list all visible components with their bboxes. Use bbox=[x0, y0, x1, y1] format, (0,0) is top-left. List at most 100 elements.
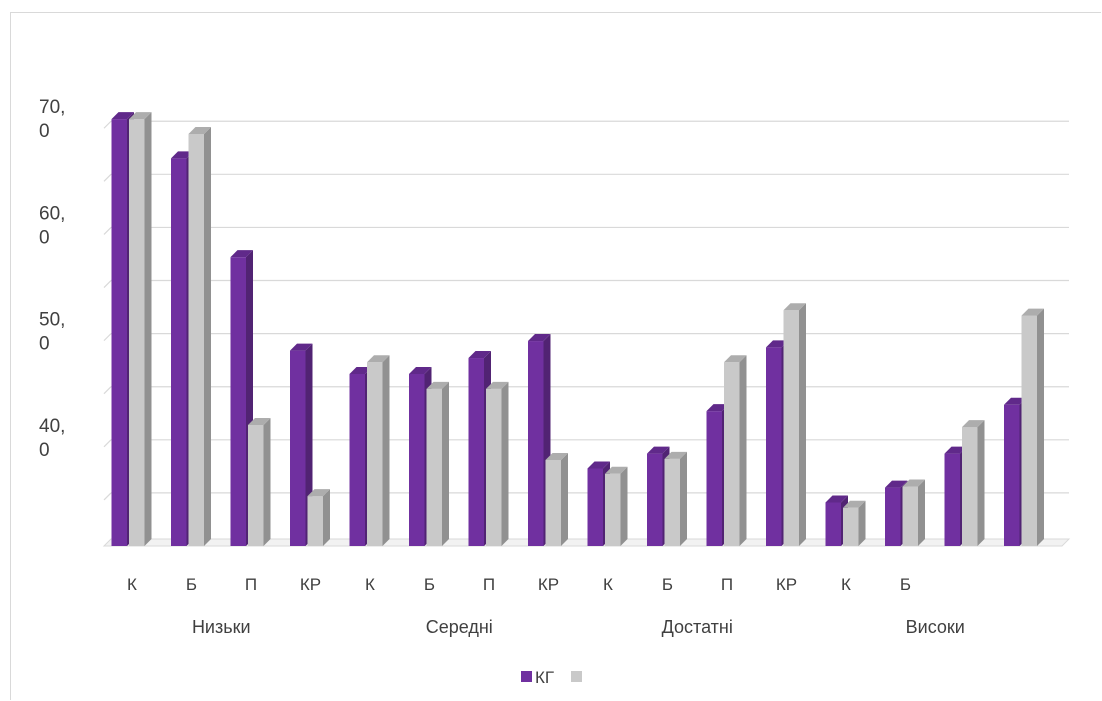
y-tick-label: 60, 0 bbox=[39, 203, 65, 248]
gridline-diag bbox=[103, 333, 112, 342]
bar-series2-side bbox=[561, 452, 568, 546]
y-tick-label: 70, 0 bbox=[39, 97, 65, 142]
bar-series2-side bbox=[858, 500, 866, 546]
bar-series2 bbox=[1021, 315, 1037, 546]
bar-series1-top bbox=[944, 446, 967, 454]
x-tick-label: П bbox=[483, 575, 495, 594]
bar-series2-top bbox=[129, 112, 152, 120]
bar-series2-top bbox=[248, 417, 271, 425]
legend-swatch bbox=[521, 671, 532, 682]
bar-series1 bbox=[528, 341, 544, 546]
x-tick-label: КР bbox=[776, 575, 797, 594]
gridline-diag bbox=[103, 439, 112, 448]
bar-series1 bbox=[468, 358, 484, 546]
x-group-label: Середні bbox=[426, 617, 493, 637]
x-tick-label: КР bbox=[300, 575, 321, 594]
legend-label: КГ bbox=[535, 668, 554, 687]
legend-swatch bbox=[571, 671, 582, 682]
bar-series2 bbox=[902, 486, 918, 546]
x-tick-label: Б bbox=[424, 575, 435, 594]
bar-series2-side bbox=[323, 489, 330, 546]
bar-series1-top bbox=[111, 112, 134, 120]
x-group-label: Високи bbox=[906, 617, 965, 637]
bar-series2-top bbox=[367, 355, 390, 363]
bar-series1 bbox=[171, 158, 187, 546]
bar-series2 bbox=[367, 362, 383, 546]
bar-series1-top bbox=[885, 480, 908, 488]
x-tick-label: КР bbox=[538, 575, 559, 594]
bar-series1 bbox=[409, 373, 425, 546]
y-tick-label: 40, 0 bbox=[39, 416, 65, 461]
gridline-diag bbox=[103, 280, 112, 288]
chart-frame bbox=[10, 12, 1101, 700]
bar-series1-top bbox=[587, 461, 610, 469]
bar-series1 bbox=[944, 453, 960, 546]
x-tick-label: К bbox=[365, 575, 375, 594]
bar-series2-top bbox=[902, 479, 925, 487]
bar-series1-top bbox=[825, 495, 848, 503]
x-group-label: Достатні bbox=[662, 617, 733, 637]
bar-series2-side bbox=[739, 355, 747, 546]
bar-series2-side bbox=[442, 381, 449, 546]
bar-series1 bbox=[766, 347, 782, 546]
bar-series2-side bbox=[501, 381, 509, 546]
y-tick-label: 50, 0 bbox=[39, 310, 65, 355]
gridline-diag bbox=[103, 227, 112, 235]
bar-series1-top bbox=[290, 343, 313, 351]
bar-series2-top bbox=[1021, 308, 1044, 316]
bar-series2-side bbox=[263, 417, 271, 546]
bar-series2 bbox=[248, 424, 264, 546]
bar-series1-top bbox=[528, 334, 551, 342]
bar-series2-top bbox=[307, 489, 330, 497]
bar-series2-top bbox=[486, 381, 509, 389]
x-tick-label: Б bbox=[186, 575, 197, 594]
bar-series1-top bbox=[349, 366, 372, 374]
bar-series2-side bbox=[144, 112, 152, 546]
bar-series2 bbox=[664, 458, 680, 546]
bar-series2-top bbox=[605, 466, 628, 474]
x-tick-label: К bbox=[603, 575, 613, 594]
x-tick-label: К bbox=[127, 575, 137, 594]
bar-series2 bbox=[962, 427, 978, 546]
bar-series2-top bbox=[188, 126, 211, 134]
bar-series1 bbox=[349, 373, 365, 546]
bar-series1 bbox=[290, 350, 306, 546]
bar-series1-top bbox=[171, 151, 194, 159]
bar-series2 bbox=[843, 507, 859, 546]
bar-series1-top bbox=[230, 250, 253, 258]
bar-series2 bbox=[426, 388, 442, 546]
x-tick-label: П bbox=[245, 575, 257, 594]
bar-series1-top bbox=[706, 404, 729, 412]
x-tick-label: Б bbox=[900, 575, 911, 594]
bar-series1 bbox=[230, 257, 246, 546]
bar-series2-side bbox=[680, 451, 687, 546]
gridline-diag bbox=[103, 120, 112, 129]
gridline-diag bbox=[103, 386, 112, 395]
bar-series1 bbox=[706, 411, 722, 546]
bar-series1-top bbox=[468, 351, 491, 359]
bar-series2 bbox=[188, 133, 204, 546]
x-tick-label: Б bbox=[662, 575, 673, 594]
bar-series1 bbox=[587, 468, 603, 546]
bar-series2-top bbox=[545, 452, 568, 460]
bar-series2 bbox=[724, 362, 740, 546]
bar-series1-top bbox=[409, 366, 432, 374]
bar-series2-top bbox=[724, 355, 747, 363]
bar-series1 bbox=[111, 119, 127, 546]
gridline-diag bbox=[103, 492, 112, 501]
bar-series2 bbox=[605, 473, 621, 546]
bar-series1-top bbox=[1004, 397, 1027, 405]
bar-series1 bbox=[885, 487, 901, 546]
bar-series2-side bbox=[1037, 308, 1044, 546]
bar-series2 bbox=[307, 496, 323, 546]
bar-series1-top bbox=[647, 446, 670, 454]
bar-series1-top bbox=[766, 340, 789, 348]
bar-series2 bbox=[486, 388, 502, 546]
bar-series2-side bbox=[799, 303, 806, 546]
bar-series2-side bbox=[918, 479, 925, 546]
gridline-diag bbox=[103, 173, 112, 182]
bar-series2-top bbox=[426, 381, 449, 389]
x-tick-label: К bbox=[841, 575, 851, 594]
bar-series2 bbox=[129, 119, 145, 546]
bar-series2 bbox=[545, 459, 561, 546]
